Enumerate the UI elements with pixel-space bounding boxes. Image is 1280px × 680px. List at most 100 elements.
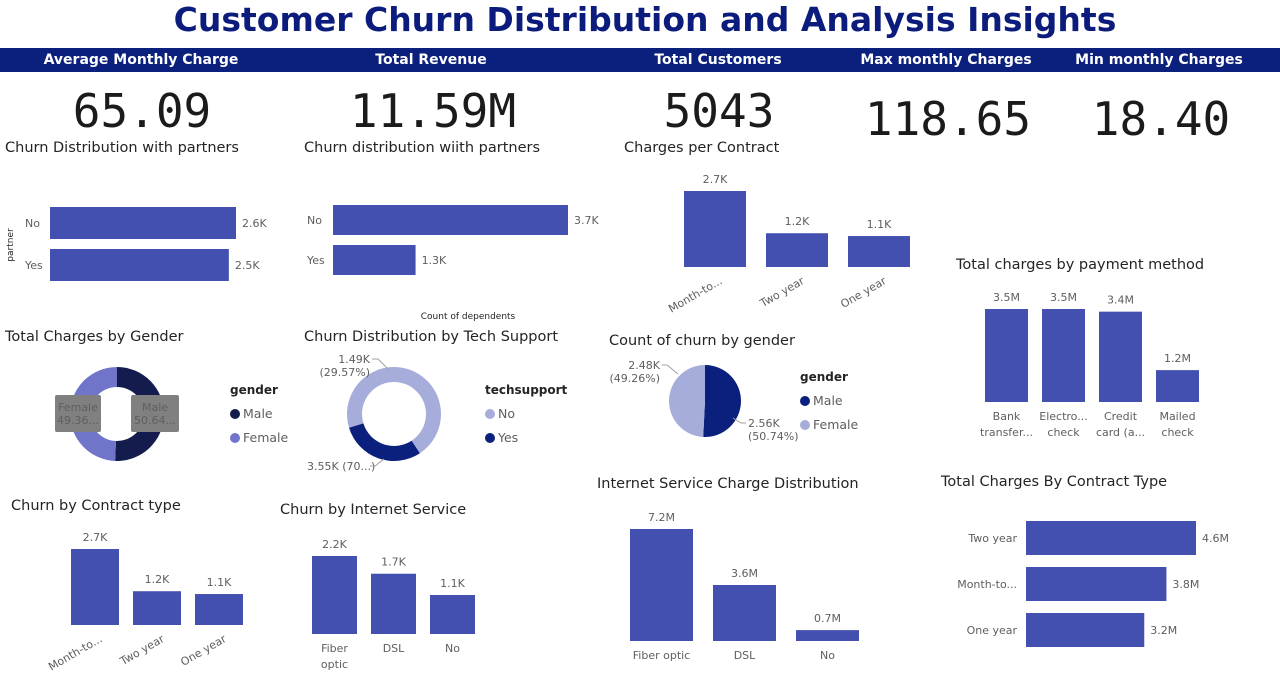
category-label-one-year: One year: [838, 274, 889, 311]
data-label-male: Male 50.64...: [134, 401, 176, 427]
data-label-yes: 1.49K (29.57%): [319, 353, 370, 379]
legend-marker-female: [800, 420, 810, 430]
bar-no: [50, 207, 236, 239]
bar-no: [333, 205, 568, 235]
data-label-two-year: 1.2K: [785, 215, 810, 228]
data-label-one-year: 1.1K: [207, 576, 232, 589]
category-label-no: No: [307, 214, 322, 227]
leader-line-female: [662, 364, 679, 375]
data-label-no: 0.7M: [814, 612, 841, 625]
title-partner-churn-2: Churn distribution wiith partners: [304, 140, 541, 156]
data-label-one-year: 1.1K: [867, 218, 892, 231]
chart-churn-contract: 2.7K Month-to... 1.2K Two year 1.1K One year: [46, 531, 243, 673]
data-label-month-to: 2.7K: [83, 531, 108, 544]
kpi-header-band: [0, 48, 1280, 72]
bar-one-year: [848, 236, 910, 267]
chart-tech-support: 1.49K (29.57%) 3.55K (70...) techsupport No Y…: [307, 353, 568, 473]
kpi-value-total-revenue: 11.59M: [349, 84, 517, 138]
category-label-month-to: Month-to...: [46, 632, 104, 673]
category-label-no: No: [820, 649, 835, 662]
data-label-month-to: 3.8M: [1172, 578, 1199, 591]
category-label-two-year: Two year: [967, 532, 1017, 545]
category-label-one-year: One year: [967, 624, 1018, 637]
bar-month-to: [684, 191, 746, 267]
legend-item-male: Male: [243, 406, 273, 421]
category-label-mailed-check: Mailed check: [1159, 410, 1195, 439]
category-label-fiber-optic: Fiber optic: [633, 649, 690, 662]
bar-fiber-optic: [630, 529, 693, 641]
chart-charges-per-contract: 2.7K Month-to... 1.2K Two year 1.1K One year: [666, 173, 910, 315]
leader-line-male: [732, 417, 746, 424]
bar-two-year: [766, 233, 828, 267]
data-label-bank-transfer: 3.5M: [993, 291, 1020, 304]
data-label-two-year: 1.2K: [145, 573, 170, 586]
bar-no: [796, 630, 859, 641]
legend-item-yes: Yes: [497, 430, 518, 445]
title-contract-type-charges: Total Charges By Contract Type: [941, 474, 1168, 490]
chart-contract-type-charges: Two year 4.6M Month-to... 3.8M One year 3.2M: [957, 521, 1229, 647]
leader-line-yes: [372, 358, 389, 370]
bar-fiber-optic: [312, 556, 357, 634]
bar-mailed-check: [1156, 370, 1199, 402]
data-label-electro-check: 3.5M: [1050, 291, 1077, 304]
category-label-yes: Yes: [24, 259, 43, 272]
data-label-yes: 2.5K: [235, 259, 260, 272]
chart-payment-method: 3.5M Bank transfer... 3.5M Electro... check 3.…: [980, 291, 1199, 439]
data-label-two-year: 4.6M: [1202, 532, 1229, 545]
title-churn-gender: Count of churn by gender: [609, 333, 795, 349]
category-label-month-to: Month-to...: [957, 578, 1017, 591]
chart-partner-churn-2: No 3.7K Yes 1.3K Count of dependents: [306, 205, 599, 322]
legend-marker-male: [230, 409, 240, 419]
x-axis-label: Count of dependents: [421, 312, 516, 322]
category-label-two-year: Two year: [757, 274, 807, 310]
legend-item-male: Male: [813, 393, 843, 408]
bar-credit-card-a: [1099, 311, 1142, 402]
data-label-no: 1.1K: [440, 577, 465, 590]
category-label-fiber-optic: Fiber optic: [321, 642, 348, 671]
data-label-yes: 1.3K: [422, 254, 447, 267]
legend-title: techsupport: [485, 383, 568, 397]
bar-electro-check: [1042, 309, 1085, 402]
bar-no: [430, 595, 475, 634]
data-label-credit-card-a: 3.4M: [1107, 294, 1134, 307]
bar-one-year: [1026, 613, 1145, 647]
legend-title: gender: [800, 370, 848, 384]
bar-dsl: [371, 573, 416, 634]
legend-marker-female: [230, 433, 240, 443]
legend-marker-yes: [485, 433, 495, 443]
data-label-male: 2.56K (50.74%): [748, 417, 799, 443]
data-label-female: Female 49.36...: [57, 401, 99, 427]
category-label-bank-transfer: Bank transfer...: [980, 410, 1033, 439]
data-label-one-year: 3.2M: [1150, 624, 1177, 637]
category-label-two-year: Two year: [117, 632, 167, 668]
bar-month-to: [71, 549, 119, 625]
chart-internet-charges: 7.2M Fiber optic 3.6M DSL 0.7M No: [630, 511, 859, 662]
page-title: Customer Churn Distribution and Analysis…: [173, 0, 1117, 39]
chart-gender-charges: Male 50.64... Female 49.36... gender Male Fema…: [55, 367, 289, 461]
category-label-yes: Yes: [306, 254, 325, 267]
title-gender-charges: Total Charges by Gender: [5, 329, 184, 345]
legend-marker-no: [485, 409, 495, 419]
kpi-label-min-monthly-charges: Min monthly Charges: [1075, 52, 1243, 68]
category-label-no: No: [445, 642, 460, 655]
kpi-label-max-monthly-charges: Max monthly Charges: [860, 52, 1032, 68]
data-label-no: 3.7K: [574, 214, 599, 227]
slice-yes: [349, 423, 420, 461]
legend-marker-male: [800, 396, 810, 406]
data-label-dsl: 3.6M: [731, 567, 758, 580]
legend-item-female: Female: [813, 417, 859, 432]
legend-title: gender: [230, 383, 278, 397]
title-charges-per-contract: Charges per Contract: [624, 140, 780, 156]
slice-female: [69, 367, 117, 461]
y-axis-label: partner: [6, 228, 16, 262]
data-label-female: 2.48K (49.26%): [609, 359, 660, 385]
kpi-label-total-customers: Total Customers: [654, 52, 782, 68]
data-label-fiber-optic: 7.2M: [648, 511, 675, 524]
bar-yes: [333, 245, 416, 275]
title-churn-contract: Churn by Contract type: [11, 498, 181, 514]
slice-male: [703, 365, 741, 437]
category-label-credit-card-a: Credit card (a...: [1096, 410, 1145, 439]
category-label-one-year: One year: [178, 632, 229, 669]
kpi-value-min-monthly-charges: 18.40: [1091, 92, 1231, 146]
kpi-value-total-customers: 5043: [663, 84, 775, 138]
